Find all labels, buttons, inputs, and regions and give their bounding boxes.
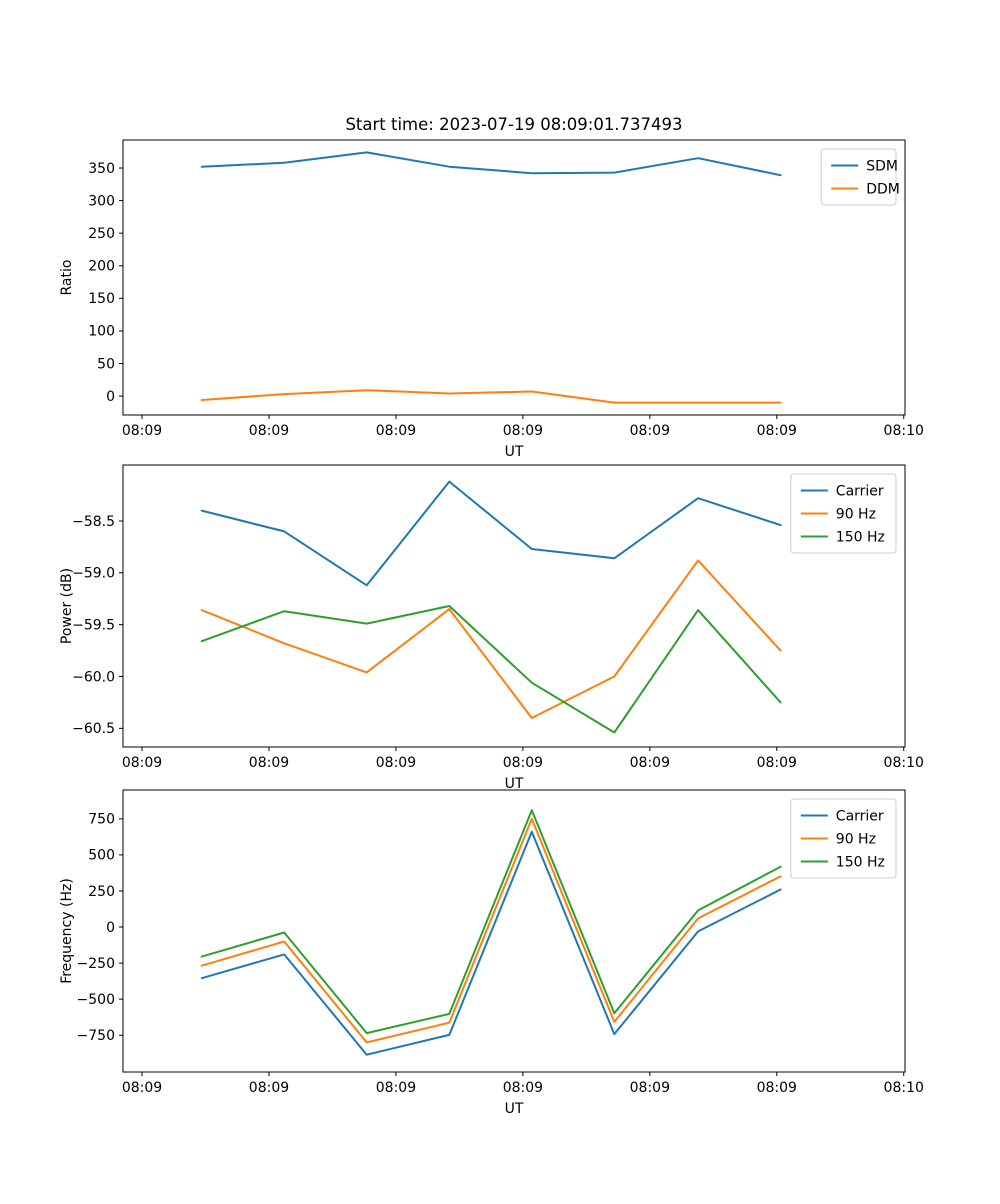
x-axis-label: UT (505, 1101, 524, 1117)
y-tick-label: 50 (97, 356, 115, 372)
x-axis-label: UT (505, 444, 524, 460)
plot-border (122, 789, 906, 1073)
series-line-90-hz (200, 559, 782, 719)
y-tick-label: 200 (88, 259, 115, 275)
x-tick-label: 08:09 (249, 755, 289, 771)
y-tick-label: 0 (106, 389, 115, 405)
y-tick-label: 250 (88, 226, 115, 242)
x-tick-label: 08:09 (757, 755, 797, 771)
y-tick-label: −59.0 (72, 566, 115, 582)
legend-entry-90-hz: 90 Hz (800, 831, 876, 847)
legend-entry-150-hz: 150 Hz (800, 854, 885, 870)
legend-box (790, 798, 897, 879)
legend-label: SDM (866, 158, 898, 174)
x-tick-label: 08:09 (757, 1080, 797, 1096)
x-tick-label: 08:09 (376, 1080, 416, 1096)
legend-label: 90 Hz (836, 831, 876, 847)
y-tick-label: −60.5 (72, 721, 115, 737)
legend-label: Carrier (836, 808, 884, 824)
x-tick-label: 08:09 (503, 423, 543, 439)
legend-label: 150 Hz (836, 529, 885, 545)
legend-label: 150 Hz (836, 854, 885, 870)
y-tick-label: 150 (88, 291, 115, 307)
x-tick-label: 08:09 (122, 423, 162, 439)
legend-label: 90 Hz (836, 506, 876, 522)
legend: Carrier 90 Hz 150 Hz (790, 798, 897, 879)
x-tick-label: 08:09 (630, 755, 670, 771)
legend-entry-carrier: Carrier (800, 483, 884, 499)
plot-border (122, 464, 906, 748)
x-axis: 08:09 08:09 08:09 08:09 08:09 08:09 08:10 UT (122, 747, 924, 792)
y-tick-label: 300 (88, 193, 115, 209)
legend-entry-carrier: Carrier (800, 808, 884, 824)
series-line-150-hz (200, 809, 782, 1035)
legend-entry-90-hz: 90 Hz (800, 506, 876, 522)
subplot-ratio: 08:09 08:09 08:09 08:09 08:09 08:09 08:10 UT 0 50… (59, 139, 924, 460)
series-line-carrier (200, 830, 782, 1056)
y-tick-label: 500 (88, 848, 115, 864)
y-axis-label: Power (dB) (59, 568, 75, 644)
series-line-150-hz (200, 605, 782, 734)
figure-title: Start time: 2023-07-19 08:09:01.737493 (345, 115, 682, 134)
x-tick-label: 08:09 (122, 1080, 162, 1096)
legend: Carrier 90 Hz 150 Hz (790, 473, 897, 554)
y-tick-label: −500 (77, 992, 115, 1008)
legend-box (820, 148, 897, 206)
legend-label: DDM (866, 181, 900, 197)
x-tick-label: 08:10 (884, 423, 924, 439)
x-tick-label: 08:09 (249, 423, 289, 439)
series-line-ddm (200, 389, 782, 404)
legend-box (790, 473, 897, 554)
y-tick-label: 350 (88, 161, 115, 177)
x-tick-label: 08:09 (503, 1080, 543, 1096)
x-tick-label: 08:09 (122, 755, 162, 771)
series-line-carrier (200, 480, 782, 587)
x-axis-label: UT (505, 776, 524, 792)
y-tick-label: 250 (88, 884, 115, 900)
x-axis: 08:09 08:09 08:09 08:09 08:09 08:09 08:10 UT (122, 415, 924, 460)
y-tick-label: 100 (88, 324, 115, 340)
legend-entry-ddm: DDM (831, 181, 900, 197)
x-tick-label: 08:09 (249, 1080, 289, 1096)
x-tick-label: 08:09 (376, 423, 416, 439)
x-tick-label: 08:10 (884, 1080, 924, 1096)
x-tick-label: 08:09 (376, 755, 416, 771)
y-axis-label: Frequency (Hz) (59, 878, 75, 984)
legend-label: Carrier (836, 483, 884, 499)
legend-entry-sdm: SDM (831, 158, 898, 174)
subplot-power: 08:09 08:09 08:09 08:09 08:09 08:09 08:10 UT −58… (59, 464, 924, 792)
x-tick-label: 08:09 (630, 1080, 670, 1096)
series-line-90-hz (200, 817, 782, 1044)
y-tick-label: −59.5 (72, 617, 115, 633)
x-axis: 08:09 08:09 08:09 08:09 08:09 08:09 08:10 UT (122, 1072, 924, 1117)
y-axis: 750 500 250 0 −250 −500 −750 Frequency (Hz) (59, 812, 123, 1044)
y-tick-label: 750 (88, 812, 115, 828)
subplot-frequency: 08:09 08:09 08:09 08:09 08:09 08:09 08:10 UT 750… (59, 789, 924, 1117)
x-tick-label: 08:09 (757, 423, 797, 439)
y-tick-label: −58.5 (72, 514, 115, 530)
y-tick-label: −750 (77, 1028, 115, 1044)
y-tick-label: −60.0 (72, 669, 115, 685)
y-tick-label: 0 (106, 920, 115, 936)
x-tick-label: 08:09 (630, 423, 670, 439)
legend-entry-150-hz: 150 Hz (800, 529, 885, 545)
y-tick-label: −250 (77, 956, 115, 972)
y-axis: 0 50 100 150 200 250 300 350 Ratio (59, 161, 123, 405)
y-axis: −58.5 −59.0 −59.5 −60.0 −60.5 Power (dB) (59, 514, 123, 737)
y-axis-label: Ratio (59, 260, 75, 296)
series-line-sdm (200, 151, 782, 177)
legend: SDM DDM (820, 148, 900, 206)
x-tick-label: 08:10 (884, 755, 924, 771)
plot-border (122, 139, 906, 416)
x-tick-label: 08:09 (503, 755, 543, 771)
